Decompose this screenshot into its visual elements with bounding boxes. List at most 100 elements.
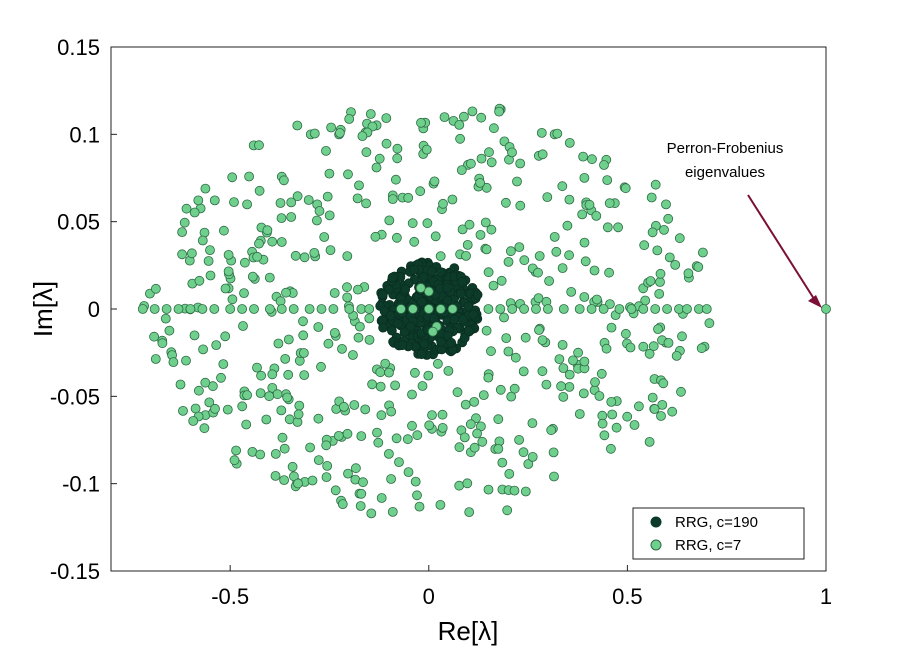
- point-c7: [193, 195, 204, 206]
- point-c7: [237, 401, 248, 412]
- point-c190: [442, 282, 453, 293]
- point-c7: [390, 174, 401, 185]
- point-c7: [664, 252, 675, 263]
- point-perron-frobenius: [821, 304, 831, 314]
- point-c7: [364, 313, 375, 324]
- point-c7: [254, 238, 264, 249]
- point-c7: [264, 272, 275, 283]
- point-c7: [322, 460, 333, 471]
- point-c7-real: [316, 304, 327, 314]
- point-c7: [293, 478, 303, 489]
- point-c7-real: [264, 304, 275, 314]
- x-tick-label: 1: [820, 584, 832, 609]
- x-tick-label: 0.5: [612, 584, 643, 609]
- point-c7-inner: [423, 304, 434, 314]
- point-c7: [554, 354, 565, 365]
- point-c7: [391, 232, 402, 243]
- point-c7: [663, 213, 674, 224]
- point-c190: [446, 337, 457, 348]
- point-c7: [262, 225, 273, 236]
- point-c7: [403, 467, 414, 478]
- point-c7: [164, 325, 175, 336]
- point-c7: [536, 127, 547, 138]
- point-c7: [311, 215, 322, 226]
- point-c7: [323, 338, 334, 349]
- point-c7: [677, 331, 687, 342]
- point-c7: [177, 249, 188, 260]
- point-c7: [410, 476, 421, 487]
- point-c7: [515, 200, 526, 211]
- point-c190: [418, 272, 429, 283]
- point-c190: [416, 296, 427, 307]
- point-c190: [385, 310, 396, 321]
- point-c7: [501, 333, 512, 344]
- point-c7: [330, 485, 341, 496]
- point-c7: [455, 133, 466, 144]
- data-points: [137, 103, 831, 519]
- point-c7-real: [225, 304, 236, 314]
- point-c7: [199, 227, 210, 238]
- point-c7: [646, 192, 657, 203]
- point-c7: [597, 418, 608, 429]
- point-c7: [671, 350, 682, 361]
- point-c190: [387, 272, 398, 283]
- point-c7: [387, 194, 398, 205]
- point-c7: [316, 361, 326, 372]
- annotation-line-1: Perron-Frobenius: [667, 140, 784, 157]
- point-c7: [242, 390, 253, 401]
- point-c190: [377, 289, 388, 300]
- point-c7: [650, 179, 661, 190]
- point-c7: [307, 475, 318, 486]
- point-c7: [179, 217, 190, 228]
- point-c7: [229, 197, 239, 208]
- point-c7: [457, 224, 468, 235]
- point-c7: [587, 154, 597, 165]
- point-c7: [542, 192, 553, 203]
- point-c7: [527, 418, 538, 429]
- point-c7: [515, 158, 526, 169]
- point-c7: [606, 443, 616, 454]
- point-c190: [397, 340, 408, 351]
- point-c190: [463, 301, 474, 312]
- annotation: Perron-Frobenius eigenvalues: [667, 140, 822, 308]
- point-c7-real: [185, 304, 196, 314]
- point-c7: [504, 468, 515, 479]
- point-c7: [352, 193, 363, 204]
- point-c190: [468, 309, 479, 320]
- point-c7: [338, 401, 349, 412]
- point-c7: [210, 403, 220, 414]
- point-c7: [477, 436, 488, 447]
- y-axis-label: Im[λ]: [28, 281, 58, 337]
- point-c7: [579, 292, 590, 302]
- point-c7: [518, 447, 529, 458]
- point-c7: [549, 231, 560, 242]
- point-c7: [181, 355, 191, 366]
- point-c7: [255, 449, 266, 460]
- point-c7: [564, 137, 575, 148]
- point-c7: [578, 388, 589, 399]
- point-c7: [629, 420, 640, 430]
- point-c7: [456, 165, 467, 176]
- point-c7: [537, 366, 548, 377]
- point-c7: [416, 117, 426, 128]
- point-c7: [655, 277, 665, 287]
- point-c7: [621, 328, 631, 339]
- point-c7: [157, 338, 168, 349]
- point-c190: [457, 276, 468, 287]
- point-c7: [493, 414, 504, 425]
- point-c7: [486, 224, 497, 235]
- point-c7: [391, 433, 402, 444]
- point-c7-real: [249, 304, 259, 314]
- point-c7: [286, 197, 297, 208]
- legend-marker-c7: [650, 539, 662, 551]
- point-c7: [496, 275, 507, 286]
- point-c7: [409, 236, 420, 247]
- point-c7: [181, 203, 192, 214]
- point-c7: [488, 280, 499, 291]
- point-c7: [606, 396, 617, 407]
- point-c7: [518, 366, 529, 377]
- point-c7: [239, 288, 249, 299]
- point-c7: [435, 499, 446, 510]
- point-c7: [372, 427, 382, 438]
- point-c7: [447, 194, 458, 205]
